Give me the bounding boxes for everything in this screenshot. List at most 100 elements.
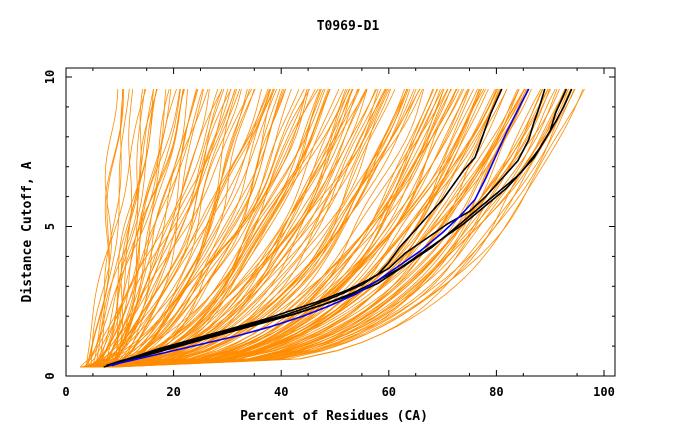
model-curve bbox=[106, 88, 223, 368]
model-curve bbox=[104, 88, 300, 368]
model-curve bbox=[100, 88, 321, 368]
model-curve bbox=[85, 88, 520, 368]
model-curve bbox=[95, 88, 170, 368]
x-axis-label: Percent of Residues (CA) bbox=[240, 409, 428, 424]
model-curve bbox=[89, 88, 271, 368]
model-curve bbox=[81, 88, 308, 368]
model-curve bbox=[97, 88, 463, 368]
model-curve bbox=[79, 88, 177, 368]
model-curve bbox=[85, 88, 525, 368]
model-curve bbox=[115, 88, 210, 368]
model-curve bbox=[111, 88, 500, 368]
highlight-black-2-line bbox=[108, 88, 546, 367]
model-curve bbox=[94, 88, 415, 368]
model-curve bbox=[90, 88, 119, 368]
model-curve bbox=[82, 88, 316, 368]
model-curve bbox=[83, 88, 331, 368]
background-curves bbox=[79, 88, 585, 368]
model-curve bbox=[103, 88, 569, 368]
model-curve bbox=[83, 88, 311, 368]
model-curve bbox=[91, 88, 386, 368]
model-curve bbox=[113, 88, 481, 368]
model-curve bbox=[108, 88, 497, 368]
model-curve bbox=[99, 88, 496, 368]
model-curve bbox=[99, 88, 389, 368]
model-curve bbox=[84, 88, 229, 368]
model-curve bbox=[112, 88, 469, 368]
model-curve bbox=[112, 88, 387, 368]
model-curve bbox=[87, 88, 236, 368]
model-curve bbox=[106, 88, 231, 368]
model-curve bbox=[82, 88, 566, 368]
model-curve bbox=[93, 88, 329, 368]
model-curve bbox=[81, 88, 319, 368]
x-tick-label: 80 bbox=[489, 385, 503, 399]
model-curve bbox=[96, 88, 181, 368]
model-curve bbox=[86, 88, 345, 368]
model-curve bbox=[87, 88, 275, 368]
model-curve bbox=[96, 88, 368, 368]
model-curve bbox=[96, 88, 575, 368]
x-tick-label: 40 bbox=[274, 385, 288, 399]
model-curve bbox=[89, 88, 544, 368]
model-curve bbox=[94, 88, 158, 368]
y-axis-label: Distance Cutoff, A bbox=[20, 161, 35, 302]
model-curve bbox=[103, 88, 340, 368]
model-curve bbox=[91, 88, 376, 368]
model-curve bbox=[111, 88, 452, 368]
model-curve bbox=[104, 88, 281, 368]
model-curve bbox=[113, 88, 277, 368]
model-curve bbox=[103, 88, 324, 368]
model-curve bbox=[104, 88, 527, 368]
model-curve bbox=[83, 88, 585, 368]
model-curve bbox=[91, 88, 379, 368]
model-curve bbox=[111, 88, 197, 368]
highlight-black-1-line bbox=[106, 88, 503, 367]
model-curve bbox=[94, 88, 154, 368]
model-curve bbox=[99, 88, 441, 368]
highlight-curves bbox=[103, 88, 573, 368]
model-curve bbox=[85, 88, 147, 368]
plot-area bbox=[79, 88, 585, 368]
model-curve bbox=[94, 88, 157, 368]
model-curve bbox=[84, 88, 154, 368]
x-tick-label: 60 bbox=[382, 385, 396, 399]
model-curve bbox=[105, 88, 322, 368]
model-curve bbox=[111, 88, 145, 368]
plot-frame bbox=[65, 67, 616, 377]
model-curve bbox=[84, 88, 452, 368]
model-curve bbox=[115, 88, 571, 368]
model-curve bbox=[106, 88, 435, 368]
model-curve bbox=[86, 88, 270, 368]
y-tick-label: 10 bbox=[43, 70, 57, 84]
model-curve bbox=[89, 88, 252, 368]
model-curve bbox=[110, 88, 382, 368]
model-curve bbox=[84, 88, 518, 368]
model-curve bbox=[91, 88, 130, 368]
model-curve bbox=[84, 88, 209, 368]
model-curve bbox=[109, 88, 310, 368]
model-curve bbox=[96, 88, 236, 368]
model-curve bbox=[105, 88, 185, 368]
chart-title: T0969-D1 bbox=[317, 19, 380, 34]
model-curve bbox=[107, 88, 368, 368]
model-curve bbox=[85, 88, 285, 368]
x-tick-label: 20 bbox=[166, 385, 180, 399]
x-tick-label: 100 bbox=[593, 385, 615, 399]
model-curve bbox=[95, 88, 560, 368]
model-curve bbox=[101, 88, 274, 368]
model-curve bbox=[92, 88, 241, 368]
model-curve bbox=[100, 88, 558, 368]
model-curve bbox=[95, 88, 360, 368]
model-curve bbox=[88, 88, 331, 368]
model-curve bbox=[92, 88, 223, 368]
model-curve bbox=[99, 88, 470, 368]
highlight-black-4-line bbox=[111, 88, 573, 367]
model-curve bbox=[105, 88, 482, 368]
y-tick-label: 0 bbox=[43, 372, 57, 379]
model-curve bbox=[90, 88, 525, 368]
model-curve bbox=[91, 88, 232, 368]
highlight-blue-line bbox=[108, 88, 530, 367]
model-curve bbox=[110, 88, 255, 368]
